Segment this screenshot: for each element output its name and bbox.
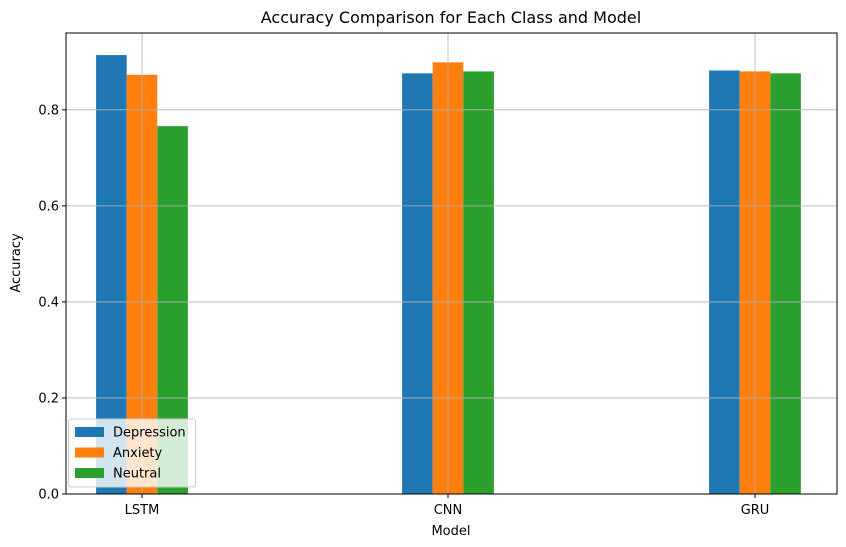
x-axis: LSTM CNN GRU	[125, 494, 770, 518]
x-tick-label: LSTM	[125, 503, 160, 518]
bar-neutral-cnn	[463, 71, 494, 495]
y-axis: 0.0 0.2 0.4 0.6 0.8	[38, 103, 66, 503]
y-tick-label: 0.4	[38, 295, 59, 310]
legend-label-anxiety: Anxiety	[113, 446, 163, 461]
legend-label-neutral: Neutral	[113, 467, 161, 482]
x-axis-label: Model	[431, 524, 470, 539]
y-tick-label: 0.8	[38, 103, 59, 118]
y-tick-label: 0.0	[38, 488, 59, 503]
chart-title: Accuracy Comparison for Each Class and M…	[261, 8, 641, 27]
bar-depression-gru	[709, 70, 740, 495]
x-tick-label: CNN	[434, 503, 463, 518]
legend-swatch-depression	[75, 427, 104, 437]
plot-frame	[65, 32, 838, 495]
legend-swatch-neutral	[75, 468, 104, 478]
legend-label-depression: Depression	[113, 426, 186, 441]
y-tick-label: 0.6	[38, 199, 59, 214]
y-axis-label: Accuracy	[9, 233, 24, 293]
y-tick-label: 0.2	[38, 391, 59, 406]
legend: Depression Anxiety Neutral	[68, 418, 196, 488]
bar-depression-cnn	[402, 73, 433, 495]
legend-swatch-anxiety	[75, 447, 104, 458]
x-tick-label: GRU	[741, 503, 770, 518]
bar-neutral-gru	[770, 73, 801, 495]
